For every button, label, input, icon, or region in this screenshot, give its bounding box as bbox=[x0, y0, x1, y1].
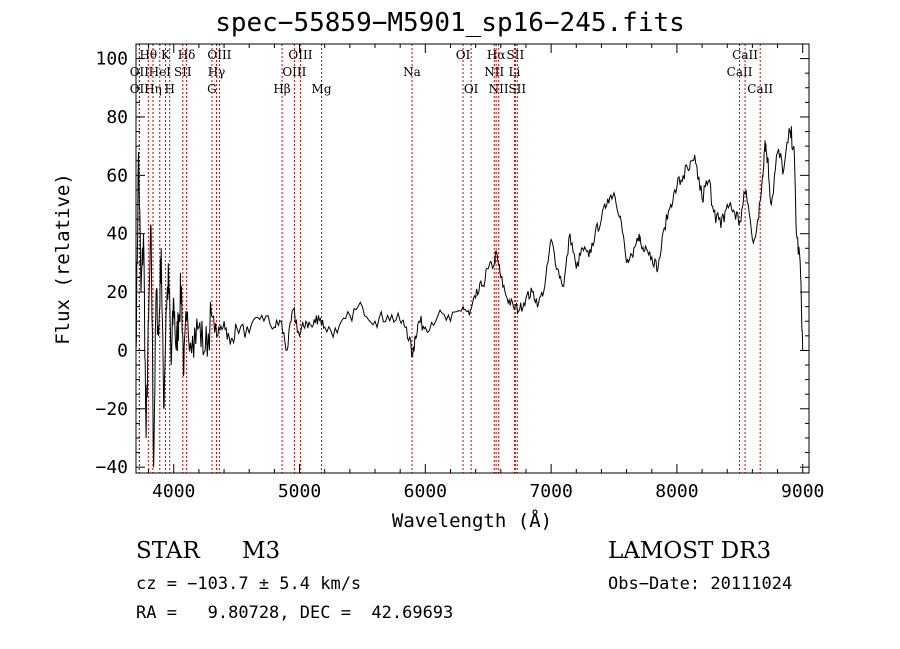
marker-label: OI bbox=[456, 48, 471, 62]
observation-date: Obs−Date: 20111024 bbox=[608, 574, 793, 594]
marker-label: OIII bbox=[207, 48, 231, 62]
marker-label: Li bbox=[508, 65, 520, 79]
x-tick-label: 5000 bbox=[278, 481, 321, 502]
x-tick-label: 9000 bbox=[781, 481, 824, 502]
y-tick-label: 0 bbox=[117, 340, 128, 361]
marker-label: NII bbox=[489, 82, 509, 96]
y-tick-label: 60 bbox=[106, 165, 128, 186]
x-axis-label: Wavelength (Å) bbox=[391, 510, 553, 532]
y-tick-label: 20 bbox=[106, 282, 128, 303]
marker-label: Hθ bbox=[139, 48, 157, 62]
marker-label: Hδ bbox=[178, 48, 196, 62]
marker-label: OIII bbox=[288, 48, 312, 62]
marker-label: OI bbox=[464, 82, 479, 96]
marker-label: Hη bbox=[144, 82, 162, 96]
marker-label: NII bbox=[484, 65, 504, 79]
x-tick-label: 4000 bbox=[152, 481, 195, 502]
marker-label: OIII bbox=[282, 65, 306, 79]
x-tick-label: 8000 bbox=[655, 481, 698, 502]
marker-label: OII bbox=[130, 82, 150, 96]
object-type: STAR bbox=[136, 538, 200, 564]
marker-label: HeI bbox=[149, 65, 172, 79]
spectrum-line bbox=[135, 126, 804, 468]
marker-label: Hβ bbox=[273, 82, 290, 96]
marker-label: Hγ bbox=[208, 65, 226, 79]
marker-label: Hα bbox=[487, 48, 506, 62]
x-tick-label: 6000 bbox=[404, 481, 447, 502]
marker-label: Na bbox=[403, 65, 421, 79]
marker-label: SII bbox=[508, 82, 526, 96]
x-tick-label: 7000 bbox=[529, 481, 572, 502]
y-tick-label: −20 bbox=[95, 399, 128, 420]
y-tick-label: 40 bbox=[106, 224, 128, 245]
y-tick-label: 80 bbox=[106, 107, 128, 128]
marker-label: K bbox=[161, 48, 171, 62]
marker-label: CaII bbox=[727, 65, 753, 79]
marker-label: CaII bbox=[732, 48, 758, 62]
plot-frame bbox=[135, 43, 810, 474]
y-tick-label: −40 bbox=[95, 457, 128, 478]
sky-coordinates: RA = 9.80728, DEC = 42.69693 bbox=[136, 603, 454, 623]
object-subclass: M3 bbox=[242, 538, 281, 564]
marker-label: SII bbox=[507, 48, 525, 62]
y-axis-label: Flux (relative) bbox=[52, 173, 74, 345]
marker-label: G bbox=[207, 82, 217, 96]
chart-title: spec−55859−M5901_sp16−245.fits bbox=[215, 8, 685, 38]
marker-label: H bbox=[164, 82, 174, 96]
y-tick-label: 100 bbox=[95, 49, 128, 70]
redshift-readout: cz = −103.7 ± 5.4 km/s bbox=[136, 574, 362, 594]
marker-label: CaII bbox=[747, 82, 773, 96]
survey-name: LAMOST DR3 bbox=[608, 538, 772, 564]
marker-label: SII bbox=[174, 65, 192, 79]
marker-label: Mg bbox=[312, 82, 332, 96]
